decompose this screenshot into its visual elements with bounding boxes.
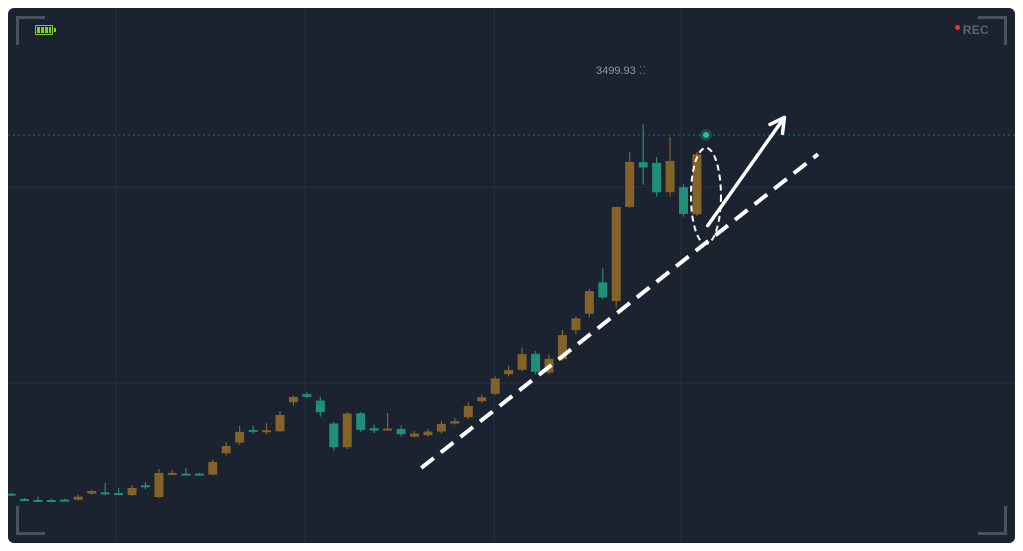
candle-body — [679, 187, 688, 214]
viewfinder-corner-bottom-right — [978, 506, 1007, 535]
candle-body — [450, 421, 460, 424]
candle-body — [463, 405, 473, 418]
recording-indicator: REC — [954, 23, 989, 37]
candle-body — [221, 445, 231, 454]
dashed-trendline — [419, 152, 820, 470]
candle-body — [302, 394, 312, 397]
candle-body — [504, 370, 514, 375]
candle-body — [436, 423, 446, 432]
candle-body — [73, 496, 83, 500]
trend-arrow-head-icon — [768, 115, 787, 136]
candle-body — [396, 428, 406, 435]
candle-body — [477, 397, 487, 402]
candle-body — [100, 492, 110, 495]
candle-body — [383, 428, 393, 431]
highlight-ellipse — [689, 146, 722, 245]
candle-body — [665, 160, 675, 193]
candle-body — [167, 472, 177, 475]
candle-body — [87, 490, 97, 494]
candle-body — [369, 428, 379, 431]
candle-body — [490, 378, 500, 394]
candle-body — [275, 414, 285, 432]
candle-body — [557, 335, 567, 360]
viewfinder-corner-top-left — [16, 16, 45, 45]
candle-body — [262, 430, 272, 433]
record-dot-icon — [954, 24, 960, 30]
candle-body — [423, 431, 433, 436]
candle-body — [517, 354, 527, 370]
viewfinder-corner-bottom-left — [16, 506, 45, 535]
candle-body — [625, 161, 635, 207]
candle-body — [248, 429, 258, 432]
candle-body — [46, 500, 56, 503]
high-price-value: 3499.93 — [596, 65, 636, 77]
last-price-dot — [702, 132, 709, 138]
rec-label: REC — [962, 23, 989, 37]
candle-body — [315, 400, 325, 413]
candle-body — [288, 396, 298, 403]
candle-body — [584, 291, 594, 314]
candle-body — [33, 500, 43, 503]
candle-body — [410, 433, 419, 437]
candle-body — [141, 485, 150, 488]
candle-body — [571, 318, 581, 331]
candle-body — [692, 154, 702, 215]
candle-body — [154, 472, 164, 497]
candle-body — [194, 473, 204, 476]
candle-body — [611, 206, 621, 302]
candle-body — [127, 487, 137, 495]
candle-body — [342, 413, 352, 448]
candle-body — [19, 499, 29, 502]
candle-body — [208, 461, 218, 475]
viewfinder-corner-top-right — [978, 16, 1007, 45]
candle-body — [356, 413, 366, 430]
candle-body — [652, 162, 662, 193]
high-price-label: 3499.93 ⁚⁚ — [596, 65, 646, 77]
candle-body — [181, 473, 191, 476]
candle-body — [8, 493, 16, 496]
candle-body — [638, 162, 648, 168]
battery-full-icon — [35, 25, 56, 35]
candle-body — [598, 282, 608, 298]
candle-body — [114, 492, 124, 495]
chart-frame: REC 3499.93 ⁚⁚ — [8, 8, 1015, 543]
candle-body — [235, 431, 245, 443]
candle-body — [329, 423, 339, 448]
candle-body — [531, 353, 541, 372]
candle-body — [60, 499, 70, 502]
candlestick-chart — [8, 8, 1015, 543]
